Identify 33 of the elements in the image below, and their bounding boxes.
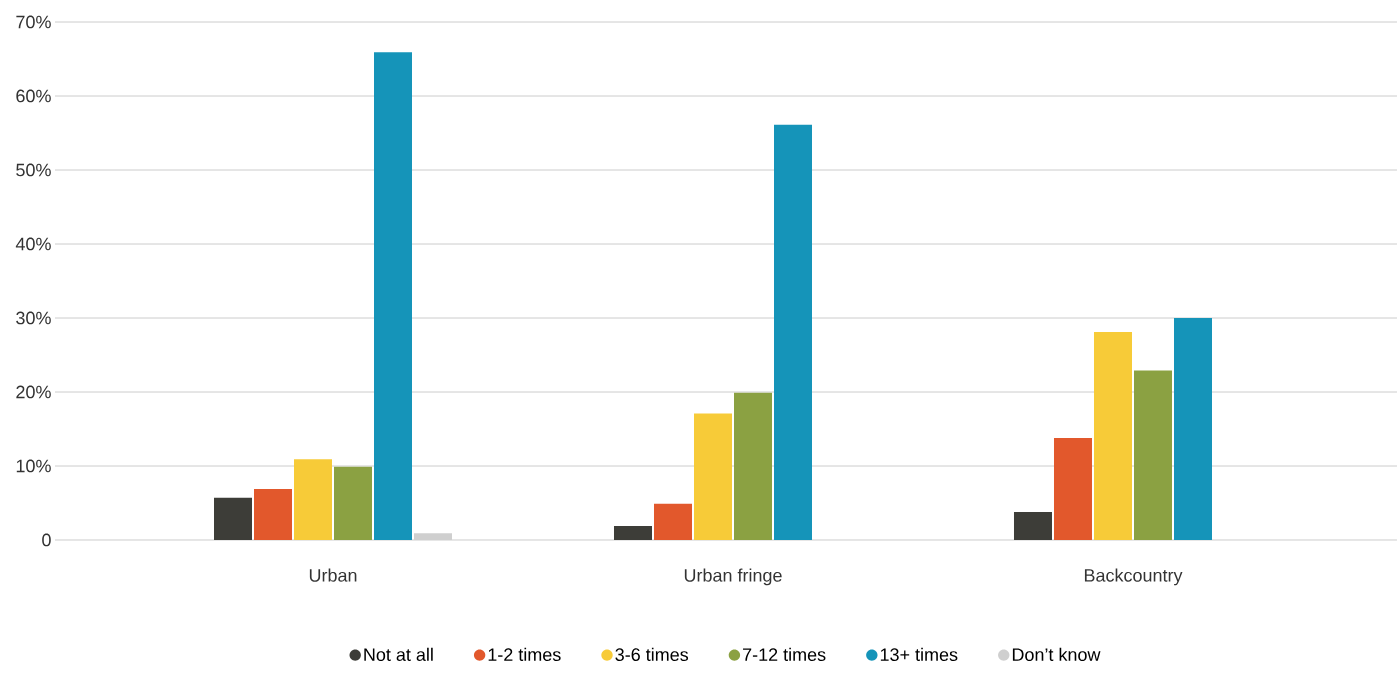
y-tick-label: 50% (16, 163, 51, 177)
bar (414, 533, 452, 540)
x-tick-label: Urban fringe (684, 568, 782, 586)
bar (254, 488, 292, 540)
y-tick-label: 40% (15, 237, 51, 251)
legend-label: 7-12 times (743, 647, 826, 662)
y-tick-label: 0 (42, 533, 51, 547)
bar (1134, 370, 1172, 540)
bar (694, 413, 732, 540)
y-tick-label: 70% (16, 15, 51, 29)
bar (1174, 318, 1212, 540)
y-tick-label: 20% (16, 385, 51, 399)
bar (774, 124, 812, 540)
bar (294, 459, 332, 540)
legend-label: 1-2 times (488, 647, 561, 662)
bar (334, 466, 372, 540)
legend-label: Don’t know (1012, 647, 1101, 662)
bar (614, 525, 652, 540)
legend-label: 3-6 times (615, 647, 689, 662)
legend-label: 13+ times (880, 647, 958, 662)
y-tick-label: 10% (16, 459, 51, 473)
x-tick-label: Urban (309, 568, 357, 582)
bar (1094, 332, 1132, 540)
bar (1013, 511, 1052, 540)
x-tick-label: Backcountry (1084, 568, 1183, 586)
bar (654, 503, 692, 540)
bar (1053, 437, 1092, 540)
bar (374, 52, 412, 540)
bar (734, 392, 772, 540)
y-tick-label: 60% (16, 89, 51, 103)
bar (214, 497, 252, 540)
y-tick-label: 30% (16, 311, 51, 325)
legend-label: Not at all (364, 647, 433, 662)
